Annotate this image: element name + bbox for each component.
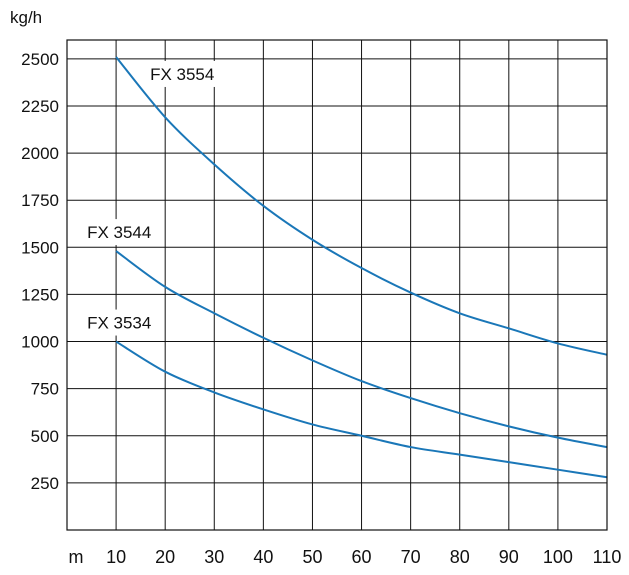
y-tick-label: 250 xyxy=(31,474,59,493)
series-label-2: FX 3544 xyxy=(81,219,163,246)
x-tick-label: 30 xyxy=(204,547,224,567)
x-tick-label: 90 xyxy=(499,547,519,567)
x-tick-label: 10 xyxy=(106,547,126,567)
series-label-box xyxy=(81,219,163,246)
y-tick-label: 1250 xyxy=(21,285,59,304)
series-label-3: FX 3534 xyxy=(81,309,163,336)
plot-frame xyxy=(66,39,608,531)
x-axis-label: m xyxy=(69,547,84,567)
x-tick-label: 110 xyxy=(593,547,622,567)
y-tick-label: 2250 xyxy=(21,97,59,116)
y-tick-label: 1500 xyxy=(21,238,59,257)
series-line-1 xyxy=(115,56,608,356)
x-tick-label: 70 xyxy=(401,547,421,567)
x-tick-label: 100 xyxy=(543,547,573,567)
y-tick-label: 1000 xyxy=(21,333,59,352)
series-label-text: FX 3554 xyxy=(150,65,214,84)
series-label-box xyxy=(144,60,226,87)
series-line-2 xyxy=(115,250,608,449)
axes: 250 500 750 1000 1250 1500 1750 2000 2250 2500 10 2… xyxy=(21,39,622,567)
y-tick-label: 1750 xyxy=(21,191,59,210)
y-tick-label: 2500 xyxy=(21,50,59,69)
y-tick-label: 2000 xyxy=(21,144,59,163)
series-label-text: FX 3544 xyxy=(87,223,151,242)
x-tick-label: 40 xyxy=(253,547,273,567)
x-tick-label: 50 xyxy=(302,547,322,567)
series-label-text: FX 3534 xyxy=(87,314,151,333)
y-tick-label: 750 xyxy=(31,380,59,399)
grid xyxy=(67,40,608,530)
series-label-1: FX 3554 xyxy=(144,60,226,87)
series-lines xyxy=(115,56,608,479)
y-tick-label: 500 xyxy=(31,427,59,446)
x-tick-label: 80 xyxy=(450,547,470,567)
y-axis-label: kg/h xyxy=(10,8,42,27)
series-line-3 xyxy=(115,340,608,479)
series-labels: FX 3554 FX 3544 FX 3534 xyxy=(81,60,226,336)
x-tick-label: 60 xyxy=(352,547,372,567)
x-tick-label: 20 xyxy=(155,547,175,567)
series-label-box xyxy=(81,309,163,336)
